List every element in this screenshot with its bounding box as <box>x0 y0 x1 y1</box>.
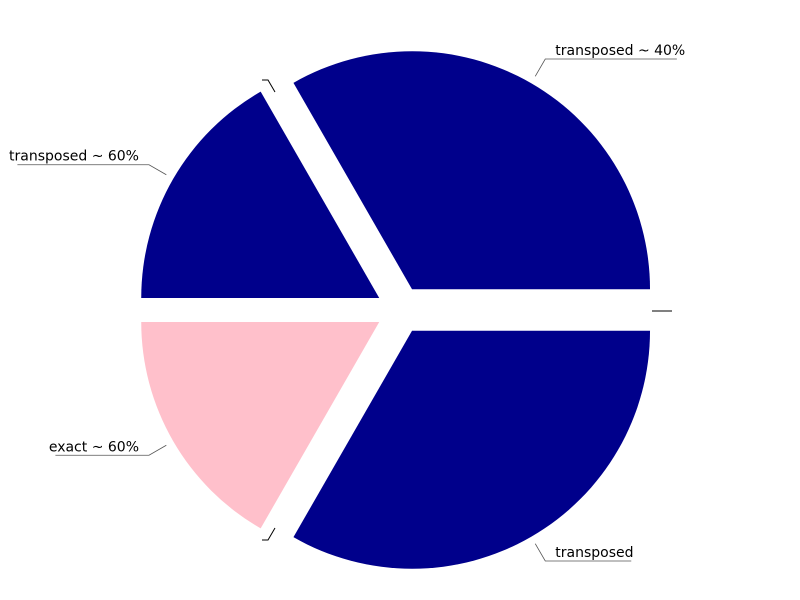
separator-tick <box>262 527 276 541</box>
slice-labels: transposed ~ 40% transposed ~ 60% exact ~ … <box>9 43 685 562</box>
slice-label: transposed ~ 60% <box>9 149 139 165</box>
leader-line <box>534 58 677 77</box>
leader-line <box>534 543 632 562</box>
pie-slices <box>141 51 651 569</box>
slice-label: exact ~ 60% <box>49 439 139 455</box>
separator-tick <box>262 79 276 93</box>
leader-line <box>55 444 167 456</box>
pie-slice <box>293 51 651 290</box>
pie-slice <box>141 91 380 298</box>
slice-label: transposed ~ 40% <box>555 43 685 59</box>
slice-label: transposed <box>555 545 633 561</box>
leader-line <box>17 164 167 176</box>
pie-slice <box>141 322 380 529</box>
pie-slice <box>293 330 651 569</box>
